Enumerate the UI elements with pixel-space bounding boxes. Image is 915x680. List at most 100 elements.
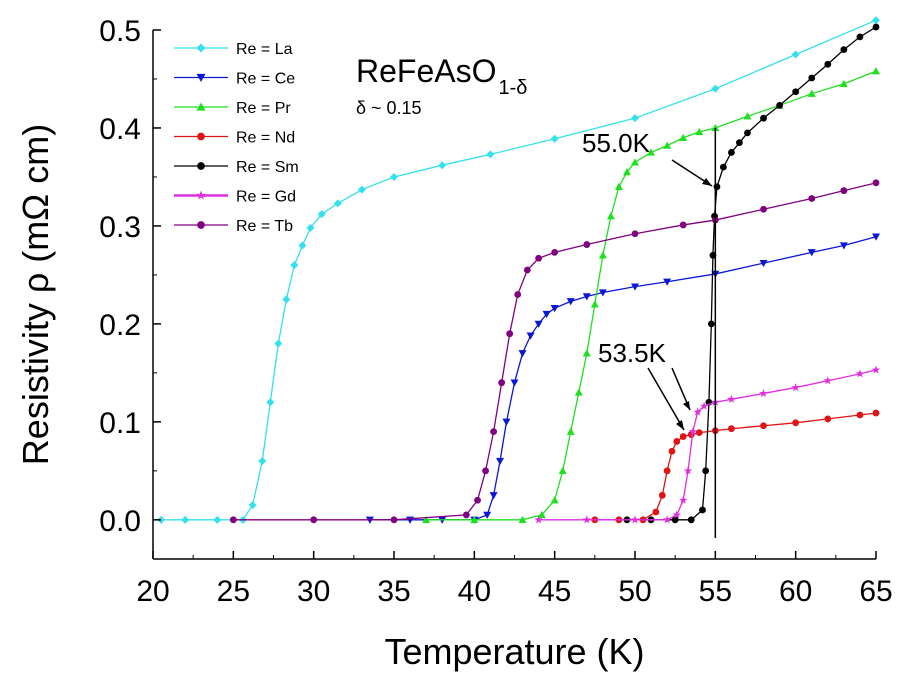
- legend-entry: Re = Tb: [174, 218, 293, 235]
- data-point: [695, 429, 703, 437]
- data-point: [181, 515, 190, 524]
- data-point: [290, 261, 299, 270]
- data-point: [807, 249, 816, 257]
- data-point: [248, 501, 257, 510]
- data-point: [470, 515, 479, 524]
- data-point: [566, 298, 575, 306]
- tc-label-55: 55.0K: [582, 128, 651, 158]
- data-point: [824, 415, 832, 423]
- data-point: [744, 129, 751, 137]
- data-point: [687, 516, 695, 524]
- data-point: [663, 141, 672, 149]
- data-point: [840, 46, 848, 53]
- data-point: [652, 508, 660, 516]
- data-point: [489, 492, 498, 500]
- data-point: [502, 418, 511, 426]
- data-point: [872, 23, 880, 31]
- legend: Re = La Re = Ce Re = Pr Re = Nd Re = Sm Re = …: [174, 41, 299, 235]
- data-point: [695, 127, 704, 136]
- data-point: [630, 515, 640, 524]
- data-point: [213, 515, 222, 524]
- data-point: [728, 425, 735, 433]
- data-point: [518, 515, 527, 524]
- data-point: [333, 199, 342, 208]
- data-point: [298, 241, 307, 250]
- data-point: [707, 320, 715, 328]
- data-point: [839, 79, 848, 88]
- data-point: [514, 291, 522, 298]
- data-point: [711, 123, 720, 132]
- arrow-53-5-a-head: [676, 420, 684, 430]
- data-point: [537, 510, 546, 519]
- x-tick-label: 30: [297, 575, 330, 608]
- data-point: [614, 182, 623, 190]
- y-tick-label: 0.5: [99, 15, 141, 48]
- series-line: [626, 26, 877, 521]
- data-point: [760, 205, 767, 213]
- data-point: [663, 467, 671, 475]
- data-point: [743, 112, 752, 120]
- data-point: [422, 515, 431, 524]
- data-point: [582, 293, 591, 301]
- series-pr: [422, 67, 880, 524]
- legend-label: Re = Nd: [236, 130, 295, 147]
- legend-swatch-marker: [197, 162, 205, 170]
- data-point: [713, 183, 721, 191]
- data-point: [631, 158, 639, 166]
- data-point: [776, 102, 783, 109]
- legend-label: Re = Sm: [236, 159, 299, 176]
- data-point: [840, 187, 848, 195]
- delta-note: δ ~ 0.15: [356, 98, 422, 118]
- data-point: [759, 389, 768, 397]
- compound-formula: ReFeAsO 1-δ: [356, 53, 527, 99]
- data-point: [699, 401, 709, 410]
- data-point: [390, 516, 398, 524]
- data-point: [598, 289, 607, 297]
- data-point: [631, 230, 639, 238]
- legend-label: Re = Pr: [236, 100, 291, 117]
- data-point: [482, 467, 489, 475]
- data-point: [792, 88, 800, 96]
- data-point: [462, 511, 470, 519]
- arrow-53-5-b-head: [683, 401, 690, 410]
- data-point: [808, 195, 816, 202]
- data-point: [518, 350, 527, 358]
- data-point: [856, 33, 864, 41]
- data-point: [486, 150, 495, 159]
- data-point: [792, 419, 800, 427]
- data-point: [496, 457, 505, 466]
- data-point: [550, 134, 559, 143]
- data-point: [855, 369, 865, 378]
- data-point: [606, 212, 615, 220]
- data-point: [711, 84, 720, 93]
- data-point: [590, 300, 599, 308]
- data-point: [662, 515, 672, 524]
- data-point: [839, 242, 848, 250]
- series-nd: [591, 409, 880, 524]
- legend-swatch-marker: [196, 190, 206, 200]
- data-point: [872, 179, 880, 187]
- data-point: [390, 172, 398, 181]
- legend-entry: Re = Sm: [174, 159, 299, 176]
- data-point: [490, 428, 498, 436]
- legend-entry: Re = Nd: [174, 130, 295, 147]
- legend-entry: Re = La: [174, 41, 293, 58]
- data-point: [542, 310, 551, 319]
- data-point: [535, 254, 542, 262]
- x-tick-label: 45: [538, 575, 571, 608]
- arrow-55-head: [702, 178, 712, 186]
- data-point: [824, 60, 832, 68]
- legend-label: Re = Gd: [236, 189, 296, 206]
- legend-entry: Re = Pr: [174, 100, 291, 117]
- data-point: [760, 114, 767, 122]
- data-point: [274, 339, 283, 348]
- legend-entry: Re = Gd: [174, 189, 296, 206]
- data-point: [823, 376, 832, 385]
- data-point: [306, 223, 315, 232]
- data-point: [558, 466, 567, 475]
- data-point: [266, 398, 275, 407]
- data-point: [807, 89, 816, 97]
- legend-entry: Re = Ce: [174, 71, 295, 88]
- data-point: [727, 394, 736, 403]
- data-point: [872, 233, 880, 241]
